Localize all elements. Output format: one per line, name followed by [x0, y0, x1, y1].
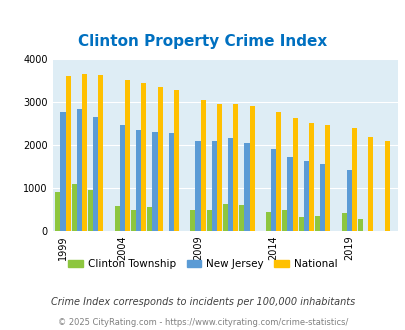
- Bar: [157, 87, 162, 231]
- Bar: [346, 170, 351, 231]
- Bar: [82, 74, 87, 231]
- Text: Crime Index corresponds to incidents per 100,000 inhabitants: Crime Index corresponds to incidents per…: [51, 297, 354, 307]
- Bar: [314, 215, 319, 231]
- Bar: [119, 125, 125, 231]
- Bar: [98, 75, 103, 231]
- Bar: [173, 90, 179, 231]
- Bar: [341, 213, 346, 231]
- Bar: [60, 112, 66, 231]
- Bar: [232, 104, 238, 231]
- Bar: [114, 206, 119, 231]
- Legend: Clinton Township, New Jersey, National: Clinton Township, New Jersey, National: [64, 255, 341, 273]
- Bar: [168, 133, 173, 231]
- Bar: [228, 138, 232, 231]
- Bar: [195, 141, 200, 231]
- Bar: [384, 141, 389, 231]
- Bar: [55, 192, 60, 231]
- Bar: [249, 106, 254, 231]
- Bar: [222, 204, 228, 231]
- Bar: [200, 100, 205, 231]
- Bar: [367, 137, 373, 231]
- Bar: [190, 210, 195, 231]
- Text: Clinton Property Crime Index: Clinton Property Crime Index: [78, 34, 327, 49]
- Bar: [271, 149, 275, 231]
- Bar: [275, 112, 281, 231]
- Bar: [141, 83, 146, 231]
- Text: © 2025 CityRating.com - https://www.cityrating.com/crime-statistics/: © 2025 CityRating.com - https://www.city…: [58, 318, 347, 327]
- Bar: [324, 125, 330, 231]
- Bar: [319, 164, 324, 231]
- Bar: [131, 211, 136, 231]
- Bar: [211, 141, 216, 231]
- Bar: [136, 130, 141, 231]
- Bar: [206, 211, 211, 231]
- Bar: [351, 128, 356, 231]
- Bar: [265, 212, 271, 231]
- Bar: [239, 205, 244, 231]
- Bar: [298, 217, 303, 231]
- Bar: [71, 184, 77, 231]
- Bar: [287, 157, 292, 231]
- Bar: [308, 123, 313, 231]
- Bar: [292, 118, 297, 231]
- Bar: [152, 132, 157, 231]
- Bar: [303, 161, 308, 231]
- Bar: [125, 80, 130, 231]
- Bar: [93, 117, 98, 231]
- Bar: [281, 211, 287, 231]
- Bar: [244, 143, 249, 231]
- Bar: [216, 104, 222, 231]
- Bar: [357, 218, 362, 231]
- Bar: [147, 207, 152, 231]
- Bar: [66, 76, 70, 231]
- Bar: [88, 190, 93, 231]
- Bar: [77, 109, 82, 231]
